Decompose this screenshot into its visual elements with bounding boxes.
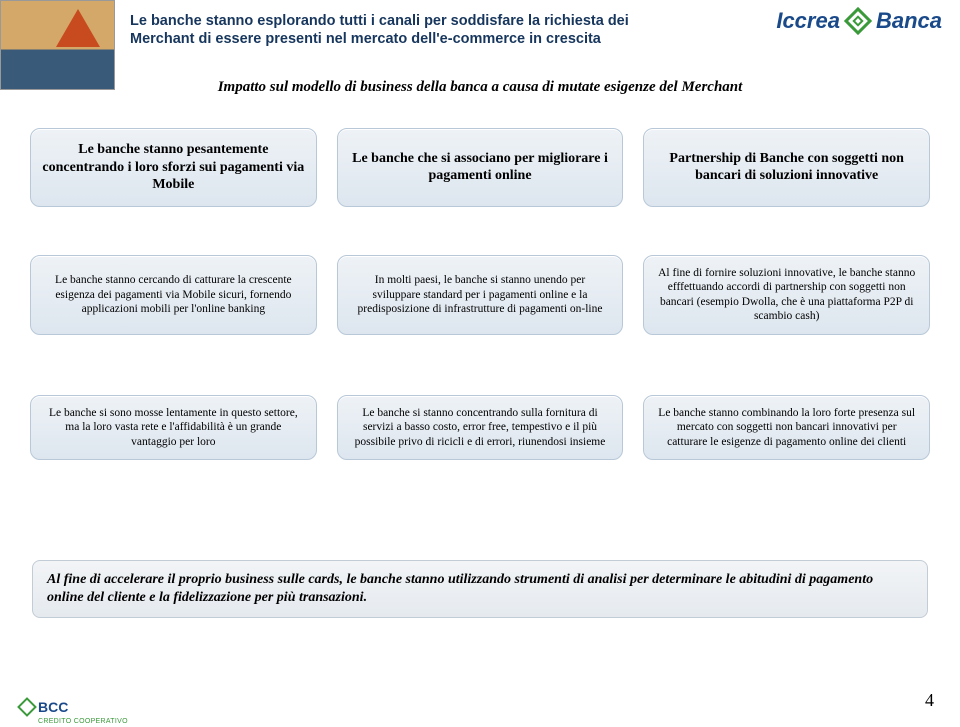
content-row-2: Le banche si sono mosse lentamente in qu…	[30, 395, 930, 460]
content-card: Le banche si sono mosse lentamente in qu…	[30, 395, 317, 460]
footer-logo-subtitle: CREDITO COOPERATIVO	[38, 718, 128, 725]
logo-text-left: Iccrea	[776, 8, 840, 34]
footer-logo: BCC	[20, 699, 68, 715]
footer-diamond-icon	[17, 697, 37, 717]
slide-subtitle: Impatto sul modello di business della ba…	[130, 78, 830, 97]
slide-title: Le banche stanno esplorando tutti i cana…	[130, 12, 650, 48]
content-card: Le banche si stanno concentrando sulla f…	[337, 395, 624, 460]
summary-bar: Al fine di accelerare il proprio busines…	[32, 560, 928, 618]
page-number: 4	[925, 690, 934, 711]
brand-logo: Iccrea Banca	[776, 8, 942, 34]
content-card: Le banche stanno cercando di catturare l…	[30, 255, 317, 335]
column-header: Le banche stanno pesantemente concentran…	[30, 128, 317, 207]
column-headers-row: Le banche stanno pesantemente concentran…	[30, 128, 930, 207]
content-card: Al fine di fornire soluzioni innovative,…	[643, 255, 930, 335]
logo-text-right: Banca	[876, 8, 942, 34]
content-card: In molti paesi, le banche si stanno unen…	[337, 255, 624, 335]
logo-diamond-icon	[844, 7, 872, 35]
column-header: Le banche che si associano per migliorar…	[337, 128, 624, 207]
content-row-1: Le banche stanno cercando di catturare l…	[30, 255, 930, 335]
column-header: Partnership di Banche con soggetti non b…	[643, 128, 930, 207]
slide-thumbnail-image	[0, 0, 115, 90]
content-card: Le banche stanno combinando la loro fort…	[643, 395, 930, 460]
footer-logo-text: BCC	[38, 699, 68, 715]
